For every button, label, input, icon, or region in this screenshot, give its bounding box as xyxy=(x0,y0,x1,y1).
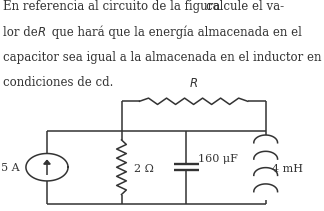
Text: 160 μF: 160 μF xyxy=(198,154,238,164)
Text: capacitor sea igual a la almacenada en el inductor en: capacitor sea igual a la almacenada en e… xyxy=(3,51,322,64)
Text: $R$: $R$ xyxy=(37,26,46,39)
Text: 4 mH: 4 mH xyxy=(272,164,303,174)
Text: lor de: lor de xyxy=(3,26,42,39)
Text: $R$: $R$ xyxy=(189,77,198,90)
Text: que hará que la energía almacenada en el: que hará que la energía almacenada en el xyxy=(48,26,302,39)
Text: condiciones de cd.: condiciones de cd. xyxy=(3,76,114,89)
Text: 2 Ω: 2 Ω xyxy=(134,164,154,174)
Polygon shape xyxy=(44,160,50,164)
Text: calcule el va-: calcule el va- xyxy=(206,0,284,14)
Text: 5 A: 5 A xyxy=(1,163,19,173)
Text: En referencia al circuito de la figura: En referencia al circuito de la figura xyxy=(3,0,221,14)
